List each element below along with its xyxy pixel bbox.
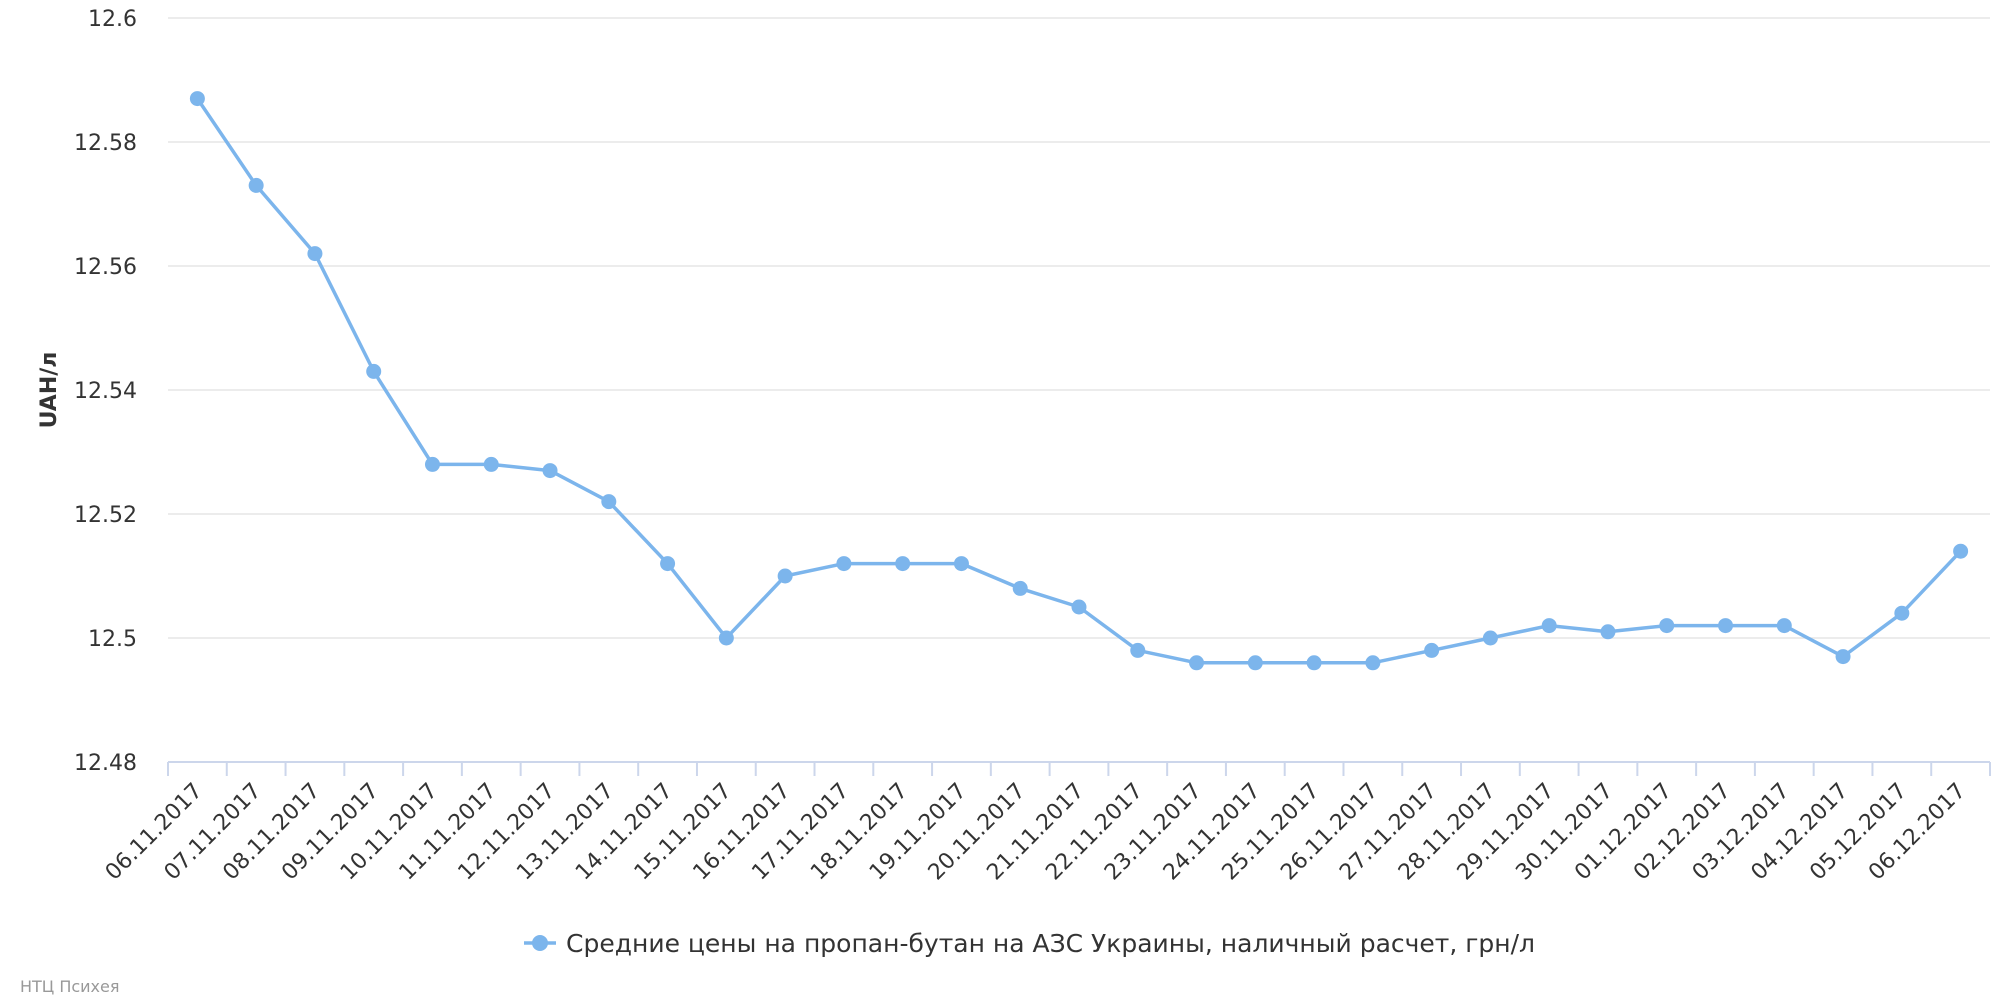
legend-marker: [532, 935, 548, 951]
y-tick-label: 12.54: [74, 379, 137, 404]
data-point[interactable]: [1894, 605, 1910, 621]
data-point[interactable]: [1130, 642, 1146, 658]
data-point[interactable]: [189, 91, 205, 107]
series-group: [189, 91, 1969, 671]
data-point[interactable]: [424, 456, 440, 472]
x-axis-ticks: 06.11.201707.11.201708.11.201709.11.2017…: [101, 779, 1971, 886]
data-point[interactable]: [895, 556, 911, 572]
data-point[interactable]: [1659, 618, 1675, 634]
data-point[interactable]: [1953, 543, 1969, 559]
data-point[interactable]: [953, 556, 969, 572]
data-point[interactable]: [1012, 580, 1028, 596]
grid-lines: [168, 17, 1990, 639]
data-point[interactable]: [660, 556, 676, 572]
data-point[interactable]: [366, 363, 382, 379]
data-point[interactable]: [1071, 599, 1087, 615]
y-tick-label: 12.56: [74, 255, 137, 280]
data-point[interactable]: [483, 456, 499, 472]
legend-label[interactable]: Средние цены на пропан-бутан на АЗС Укра…: [566, 929, 1535, 958]
data-point[interactable]: [1835, 649, 1851, 665]
y-axis-ticks: 12.48 12.5 12.52 12.54 12.56 12.58 12.6: [74, 7, 137, 776]
y-tick-label: 12.58: [74, 131, 137, 156]
data-point[interactable]: [1424, 642, 1440, 658]
y-tick-label: 12.52: [74, 503, 137, 528]
data-point[interactable]: [248, 177, 264, 193]
data-point[interactable]: [718, 630, 734, 646]
series-line: [195, 97, 1962, 665]
data-point[interactable]: [1306, 655, 1322, 671]
data-point[interactable]: [1365, 655, 1381, 671]
y-axis-label: UAH/л: [37, 352, 62, 429]
data-point[interactable]: [307, 246, 323, 262]
data-point[interactable]: [1776, 618, 1792, 634]
data-point[interactable]: [1541, 618, 1557, 634]
x-axis: [167, 761, 1991, 776]
data-point[interactable]: [601, 494, 617, 510]
y-tick-label: 12.5: [88, 627, 137, 652]
credit-text[interactable]: НТЦ Психея: [20, 977, 119, 996]
data-point[interactable]: [836, 556, 852, 572]
y-tick-label: 12.48: [74, 751, 137, 776]
legend[interactable]: Средние цены на пропан-бутан на АЗС Укра…: [524, 929, 1535, 958]
data-point[interactable]: [777, 568, 793, 584]
y-tick-label: 12.6: [88, 7, 137, 32]
data-point[interactable]: [1482, 630, 1498, 646]
data-point[interactable]: [542, 463, 558, 479]
data-point[interactable]: [1247, 655, 1263, 671]
data-point[interactable]: [1718, 618, 1734, 634]
data-point[interactable]: [1600, 624, 1616, 640]
data-point[interactable]: [1189, 655, 1205, 671]
